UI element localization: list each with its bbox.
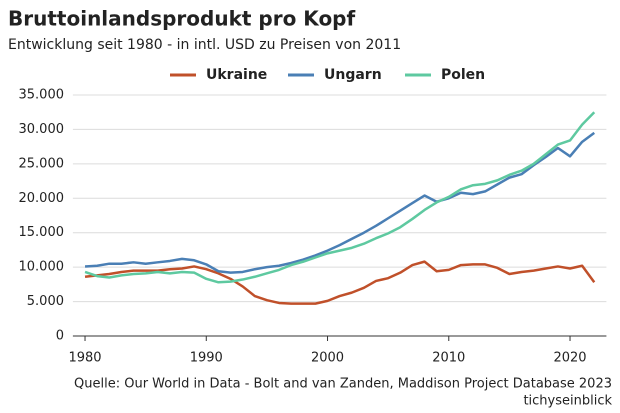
series-line [84,131,596,274]
y-tick-label: 5.000 [27,294,64,309]
y-tick-label: 20.000 [19,191,65,206]
brand: tichyseinblick [523,394,612,409]
series-line [84,260,596,305]
legend-label: Ungarn [324,67,382,83]
chart-subtitle: Entwicklung seit 1980 - in intl. USD zu … [8,37,401,53]
x-tick-label: 1990 [190,351,223,366]
legend-label: Ukraine [206,67,267,83]
y-tick-label: 35.000 [19,88,65,103]
y-tick-label: 10.000 [19,260,65,275]
y-tick-label: 30.000 [19,122,65,137]
y-tick-label: 25.000 [19,156,65,171]
chart-title: Bruttoinlandsprodukt pro Kopf [8,7,355,31]
x-tick-label: 2000 [311,351,344,366]
series-line [84,111,596,284]
legend-label: Polen [441,67,485,83]
x-tick-label: 2020 [553,351,586,366]
y-tick-label: 15.000 [19,225,65,240]
x-tick-label: 1980 [68,351,101,366]
source: Quelle: Our World in Data - Bolt and van… [74,377,612,392]
x-tick-label: 2010 [432,351,465,366]
y-tick-label: 0 [56,329,64,344]
